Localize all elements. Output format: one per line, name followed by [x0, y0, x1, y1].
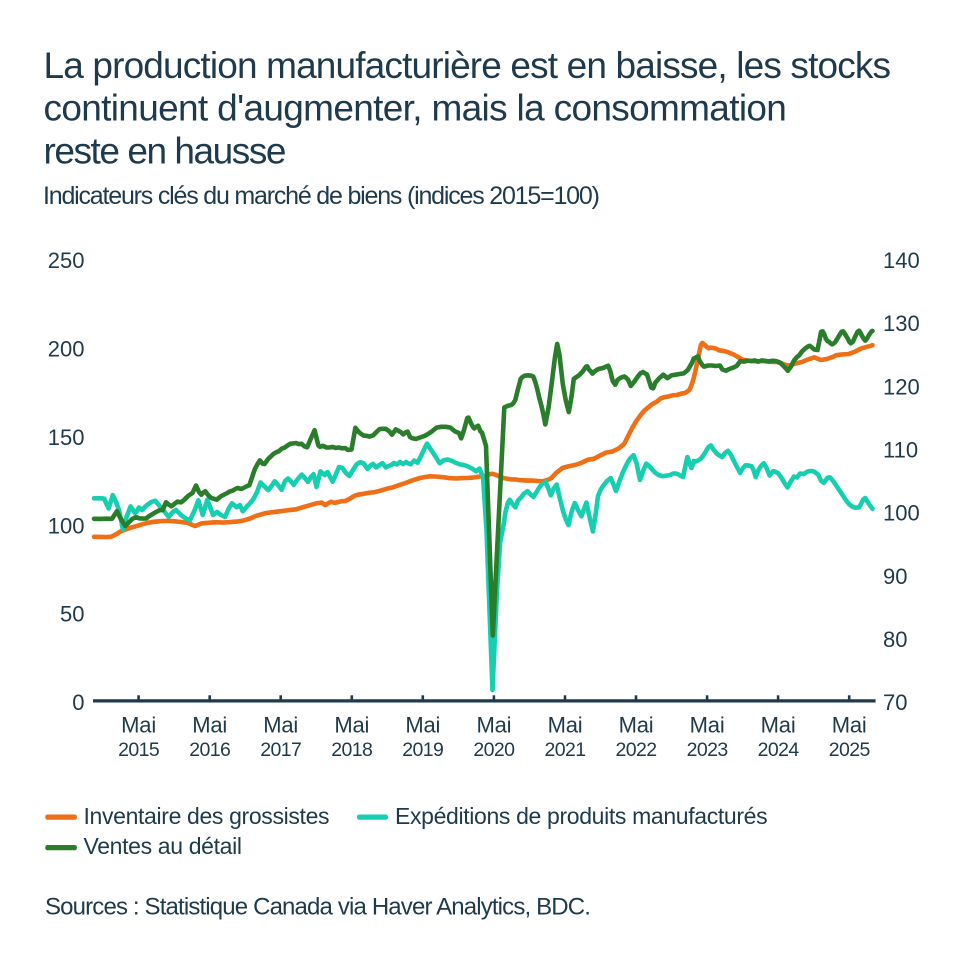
svg-text:2022: 2022 — [616, 739, 657, 761]
svg-text:Mai: Mai — [690, 712, 725, 737]
svg-text:80: 80 — [883, 627, 907, 652]
svg-text:100: 100 — [48, 513, 85, 538]
svg-text:2017: 2017 — [260, 739, 301, 761]
svg-text:reste en hausse: reste en hausse — [44, 130, 286, 171]
svg-text:2021: 2021 — [545, 739, 586, 761]
svg-text:100: 100 — [883, 501, 920, 526]
svg-text:50: 50 — [60, 602, 84, 627]
svg-text:200: 200 — [48, 336, 85, 361]
svg-text:La production manufacturière e: La production manufacturière est en bais… — [44, 45, 891, 86]
svg-text:Indicateurs clés du marché de: Indicateurs clés du marché de biens (ind… — [43, 182, 599, 210]
svg-text:2018: 2018 — [331, 739, 372, 761]
svg-text:Mai: Mai — [619, 712, 654, 737]
svg-text:150: 150 — [48, 425, 85, 450]
svg-text:140: 140 — [883, 248, 920, 273]
svg-text:2025: 2025 — [829, 739, 871, 761]
svg-text:2023: 2023 — [687, 739, 728, 761]
svg-text:Mai: Mai — [832, 712, 867, 737]
svg-text:110: 110 — [883, 438, 918, 463]
svg-text:130: 130 — [883, 311, 920, 336]
svg-text:Mai: Mai — [548, 712, 583, 737]
svg-text:120: 120 — [883, 374, 920, 399]
svg-text:0: 0 — [72, 690, 84, 715]
svg-text:250: 250 — [48, 248, 85, 273]
svg-text:Mai: Mai — [761, 712, 796, 737]
svg-text:Expéditions de produits manufa: Expéditions de produits manufacturés — [395, 803, 767, 829]
svg-text:Sources : Statistique Canada v: Sources : Statistique Canada via Haver A… — [45, 894, 590, 921]
svg-text:70: 70 — [883, 690, 907, 715]
svg-text:Ventes au détail: Ventes au détail — [84, 833, 242, 859]
svg-text:Inventaire des grossistes: Inventaire des grossistes — [84, 803, 330, 829]
svg-text:continuent d'augmenter, mais l: continuent d'augmenter, mais la consomma… — [44, 88, 787, 129]
svg-text:Mai: Mai — [121, 712, 156, 737]
svg-text:2020: 2020 — [473, 739, 515, 761]
svg-text:Mai: Mai — [405, 712, 440, 737]
svg-text:2019: 2019 — [402, 739, 443, 761]
svg-text:2016: 2016 — [189, 739, 230, 761]
svg-text:Mai: Mai — [263, 712, 298, 737]
svg-text:Mai: Mai — [476, 712, 511, 737]
svg-text:2024: 2024 — [758, 739, 800, 761]
svg-text:Mai: Mai — [192, 712, 227, 737]
svg-text:90: 90 — [883, 564, 907, 589]
svg-text:2015: 2015 — [118, 739, 160, 761]
svg-text:Mai: Mai — [334, 712, 369, 737]
